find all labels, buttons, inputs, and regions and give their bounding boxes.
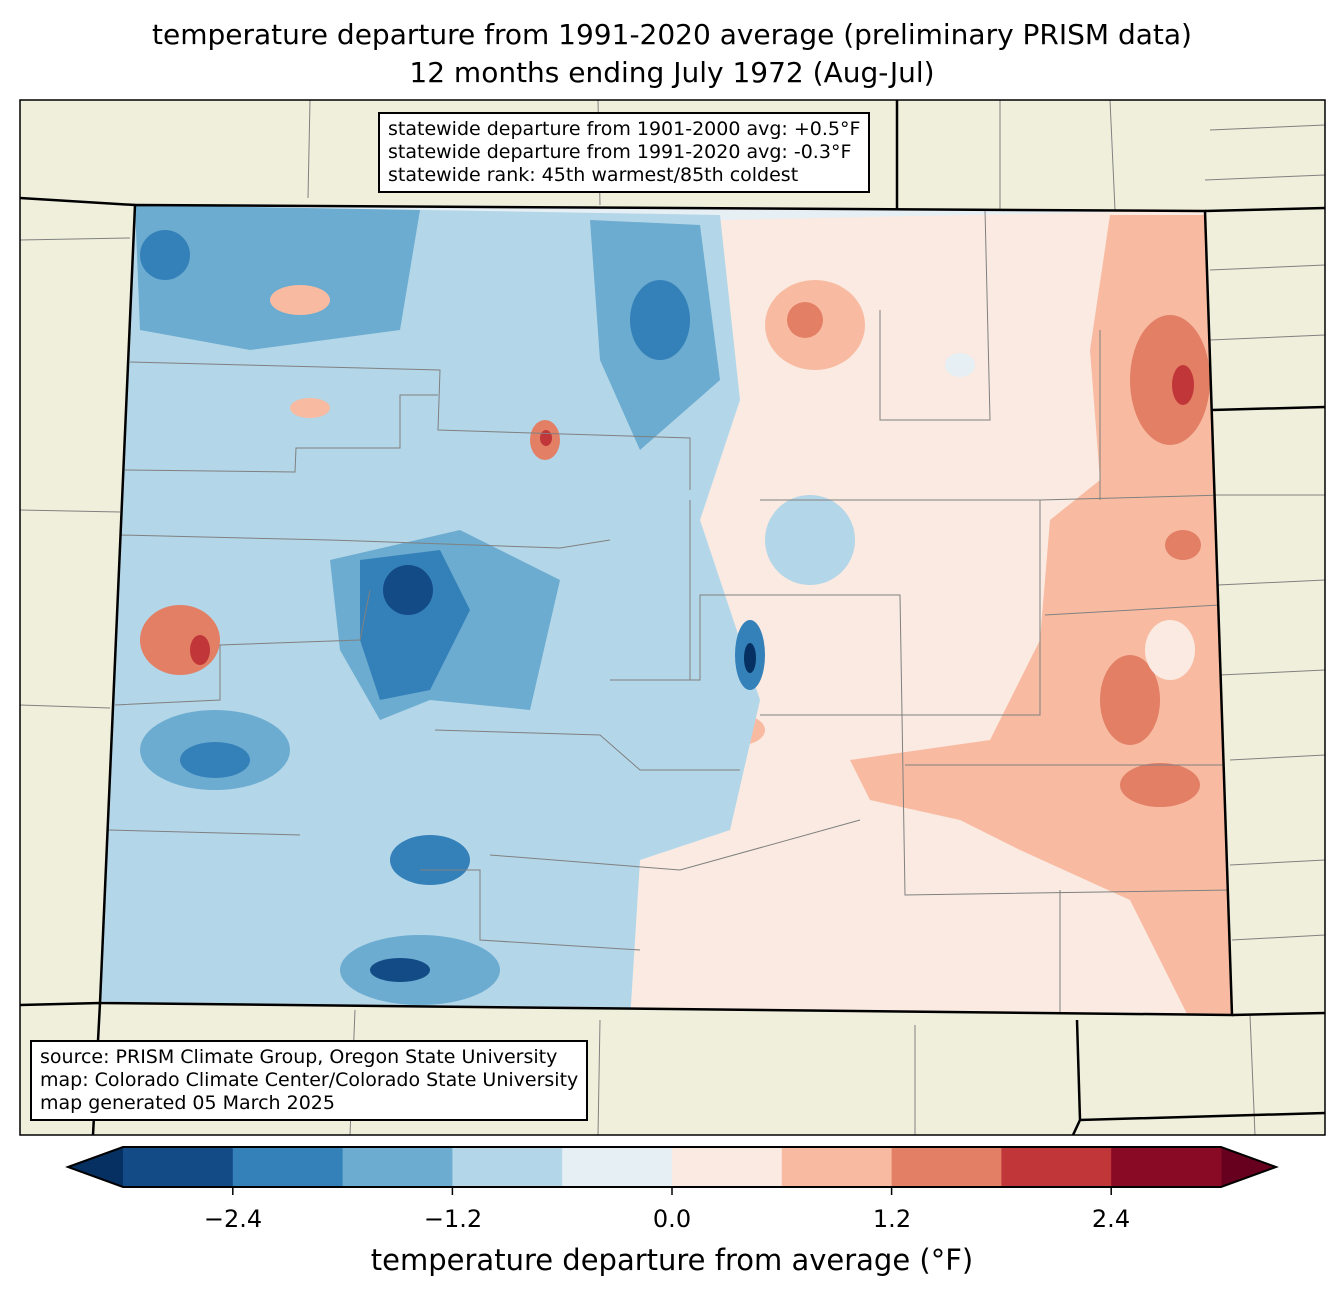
colorbar-segment — [232, 1147, 344, 1187]
colorbar-segment — [342, 1147, 453, 1187]
stats-departure-1991-2020: statewide departure from 1991-2020 avg: … — [388, 141, 852, 163]
colorbar-over-arrow — [1221, 1147, 1276, 1187]
colorbar — [65, 1146, 1279, 1195]
map-frame — [19, 99, 1326, 1136]
colorbar-tick-label: 0.0 — [652, 1205, 692, 1233]
stats-departure-1901-2000: statewide departure from 1901-2000 avg: … — [388, 118, 861, 140]
colorbar-tick-label: 1.2 — [872, 1205, 912, 1233]
stats-box: statewide departure from 1901-2000 avg: … — [378, 112, 871, 193]
colorbar-outline — [65, 1146, 1279, 1188]
colorbar-label: temperature departure from average (°F) — [370, 1243, 974, 1277]
colorbar-segment — [891, 1147, 1002, 1187]
stats-rank: statewide rank: 45th warmest/85th coldes… — [388, 164, 799, 186]
colorado-border — [98, 203, 1234, 1017]
source-box: source: PRISM Climate Group, Oregon Stat… — [30, 1040, 589, 1121]
colorbar-segment — [562, 1147, 673, 1187]
neighbor-county-lines — [20, 100, 1325, 1135]
county-lines — [107, 209, 1231, 1015]
map-credit-line: map: Colorado Climate Center/Colorado St… — [40, 1069, 579, 1091]
title-line-2: 12 months ending July 1972 (Aug-Jul) — [409, 56, 935, 89]
colorbar-tick-label: −2.4 — [203, 1205, 263, 1233]
source-line: source: PRISM Climate Group, Oregon Stat… — [40, 1046, 558, 1068]
colorbar-segment — [1111, 1147, 1222, 1187]
colorbar-tick-label: 2.4 — [1091, 1205, 1131, 1233]
colorbar-segment — [452, 1147, 563, 1187]
temperature-field — [100, 205, 1232, 1015]
colorbar-segment — [781, 1147, 893, 1187]
colorbar-segment — [672, 1147, 783, 1187]
title-line-1: temperature departure from 1991-2020 ave… — [152, 18, 1192, 51]
generated-date-line: map generated 05 March 2025 — [40, 1092, 335, 1114]
colorbar-segment — [1001, 1147, 1112, 1187]
colorbar-segment — [123, 1147, 234, 1187]
colorbar-tick-label: −1.2 — [423, 1205, 483, 1233]
colorbar-under-arrow — [68, 1147, 123, 1187]
